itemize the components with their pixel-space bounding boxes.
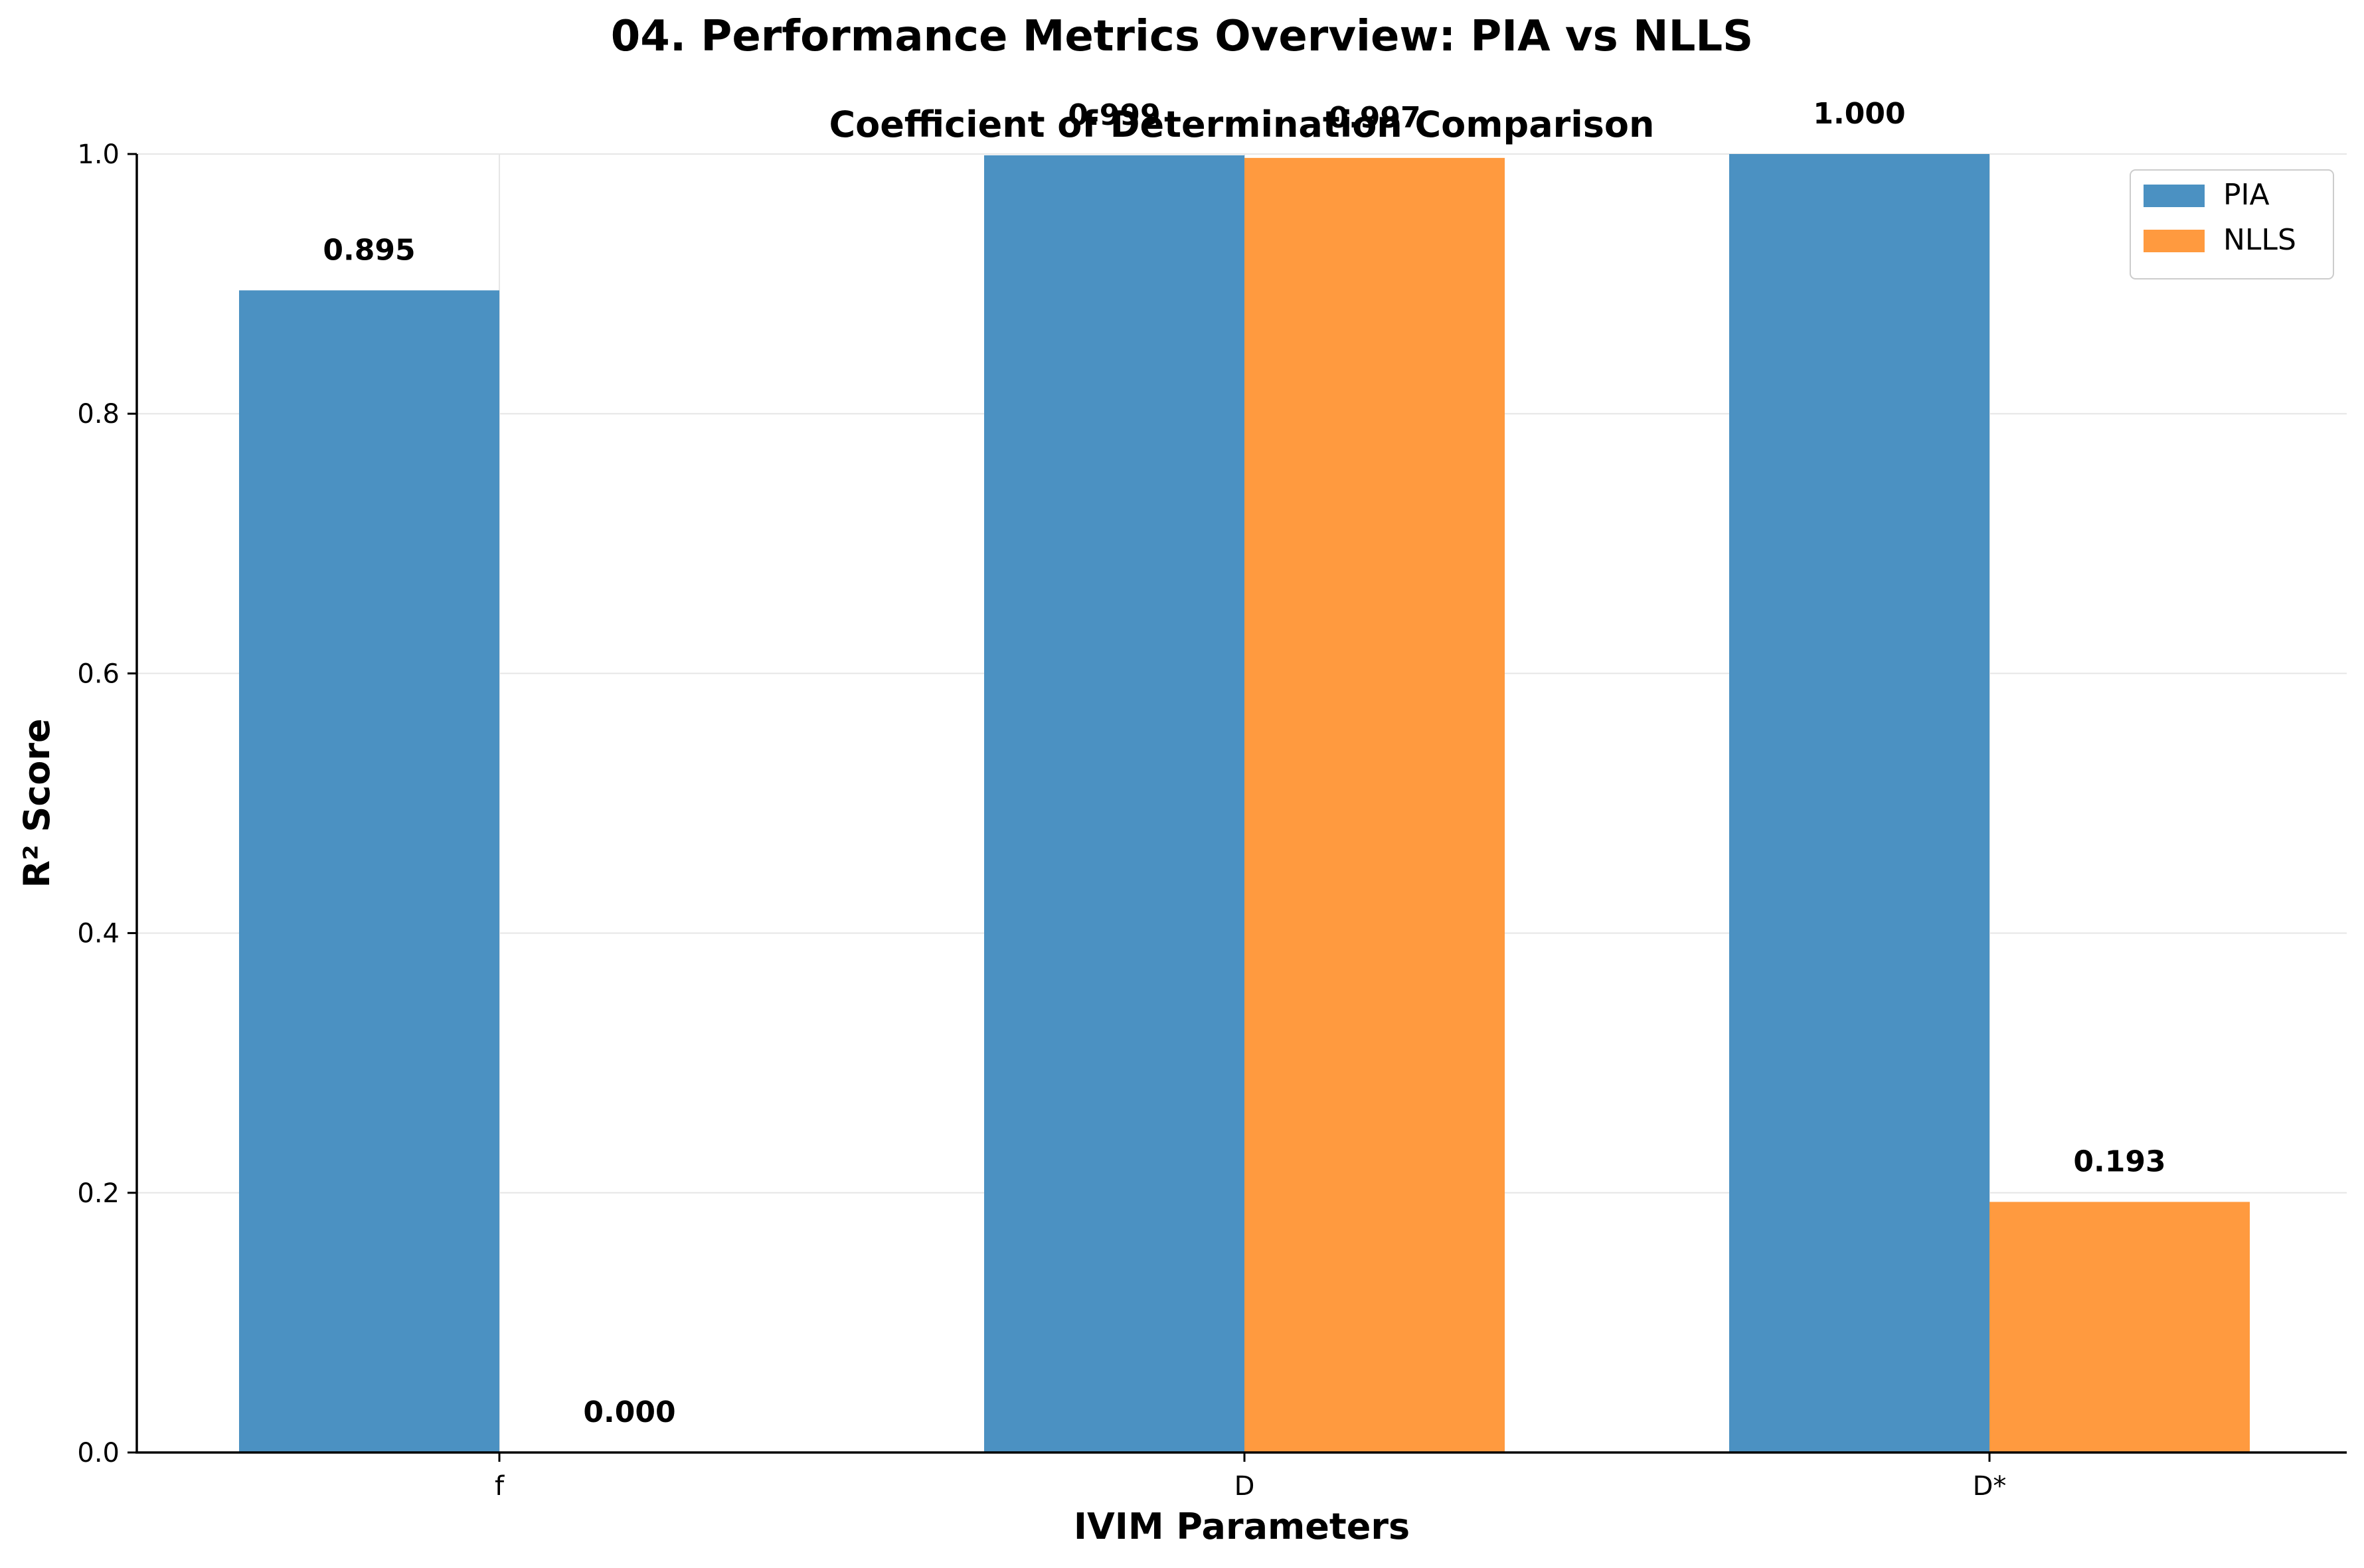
- legend: PIA NLLS: [2130, 169, 2334, 279]
- x-axis-ticks: f D D*: [495, 1452, 2006, 1502]
- bars: [239, 154, 2250, 1452]
- data-label: 0.895: [323, 233, 415, 267]
- legend-swatch-pia: [2144, 185, 2205, 207]
- x-tick-label: D: [1234, 1471, 1255, 1502]
- data-label: 1.000: [1813, 97, 1905, 131]
- y-tick-label: 0.6: [77, 659, 120, 689]
- y-tick-label: 1.0: [77, 139, 120, 170]
- y-axis-label: R² Score: [16, 718, 58, 888]
- y-axis-ticks: 0.0 0.2 0.4 0.6 0.8 1.0: [77, 139, 137, 1468]
- data-label: 0.000: [583, 1395, 675, 1429]
- chart-suptitle: 04. Performance Metrics Overview: PIA vs…: [611, 12, 1753, 61]
- y-tick-label: 0.4: [77, 919, 120, 949]
- bar-pia-d: [984, 155, 1244, 1452]
- x-tick-label: D*: [1973, 1471, 2007, 1502]
- legend-label-pia: PIA: [2223, 178, 2270, 212]
- legend-swatch-nlls: [2144, 230, 2205, 252]
- bar-nlls-dstar: [1989, 1202, 2250, 1452]
- chart-title: Coefficient of Determination Comparison: [829, 104, 1655, 145]
- x-tick-label: f: [495, 1471, 505, 1502]
- y-tick-label: 0.2: [77, 1178, 120, 1209]
- bar-pia-f: [239, 290, 499, 1452]
- data-labels: 0.895 0.999 1.000 0.000 0.997 0.193: [323, 97, 2165, 1429]
- x-axis-label: IVIM Parameters: [1074, 1506, 1410, 1547]
- data-label: 0.193: [2073, 1144, 2165, 1178]
- y-tick-label: 0.8: [77, 399, 120, 430]
- y-tick-label: 0.0: [77, 1438, 120, 1468]
- data-label: 0.999: [1068, 98, 1160, 132]
- data-label: 0.997: [1328, 101, 1420, 135]
- axes-spines: [135, 154, 2347, 1454]
- bar-pia-dstar: [1729, 154, 1989, 1452]
- bar-nlls-d: [1244, 157, 1505, 1452]
- legend-label-nlls: NLLS: [2223, 223, 2296, 257]
